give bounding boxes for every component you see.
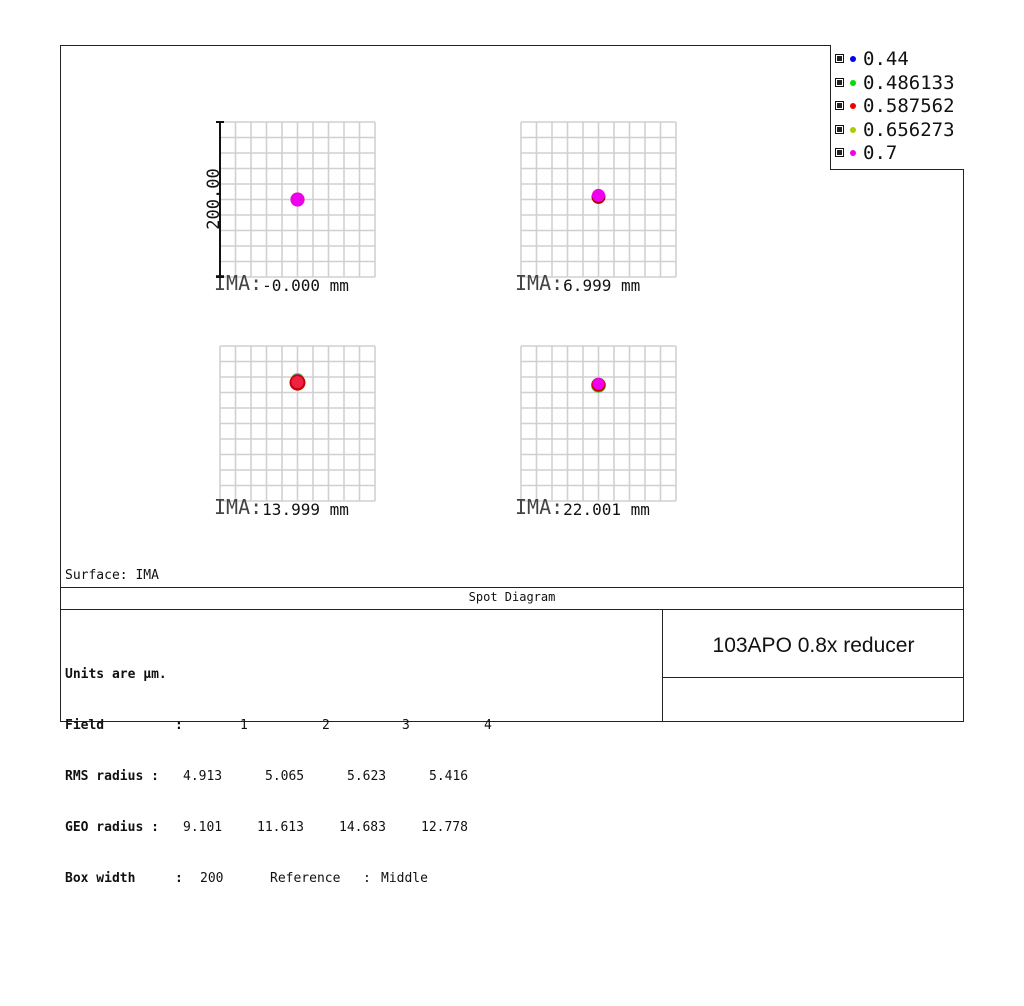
units-row: Units are µm. <box>65 666 167 683</box>
reference-label: Reference <box>270 871 341 886</box>
field-3-box <box>219 345 376 502</box>
field-2-box <box>520 121 677 278</box>
field-value-2: 2 <box>322 718 330 733</box>
reference-value: Middle <box>381 871 428 886</box>
divider-title-bottom <box>60 609 964 610</box>
legend-checkbox[interactable] <box>835 124 844 134</box>
box-width-label: Box width <box>65 871 136 886</box>
field-value-4: 4 <box>484 718 492 733</box>
rms-value-3: 5.623 <box>347 769 387 784</box>
rms-row: RMS radius : 4.913 5.065 5.623 5.416 <box>65 768 468 785</box>
rms-label: RMS radius : <box>65 769 159 784</box>
field-1-box <box>219 121 376 278</box>
legend-dot-icon <box>850 56 856 62</box>
rms-value-1: 4.913 <box>183 769 223 784</box>
legend-item[interactable]: 0.44 <box>835 48 965 71</box>
geo-label: GEO radius : <box>65 820 159 835</box>
rms-value-2: 5.065 <box>265 769 305 784</box>
box-width-separator: : <box>175 871 183 886</box>
field-4-ima-tag: IMA: <box>515 495 563 519</box>
field-2-ima-tag: IMA: <box>515 271 563 295</box>
scale-label: 200.00 <box>204 168 224 229</box>
legend-checkbox[interactable] <box>835 101 844 110</box>
field-1-value: -0.000 mm <box>262 276 349 295</box>
legend-dot-icon <box>850 103 856 109</box>
field-label: Field <box>65 718 105 733</box>
field-3-label: IMA:13.999 mm <box>214 495 349 519</box>
divider-title-top <box>60 587 964 588</box>
field-4-spot-3 <box>592 377 605 390</box>
legend: 0.44 0.486133 0.587562 0.656273 0.7 <box>830 45 964 170</box>
legend-dot-icon <box>850 150 856 156</box>
project-title: 103APO 0.8x reducer <box>712 634 915 657</box>
legend-label: 0.44 <box>863 48 909 70</box>
field-value-1: 1 <box>240 718 248 733</box>
divider-info-vertical <box>662 609 663 722</box>
legend-label: 0.656273 <box>863 118 955 141</box>
field-1-spot-2 <box>290 192 305 207</box>
units-line: Units are µm. <box>65 667 167 682</box>
field-4-box <box>520 345 677 502</box>
legend-checkbox[interactable] <box>835 54 844 63</box>
geo-value-1: 9.101 <box>183 820 223 835</box>
legend-dot-icon <box>850 126 856 133</box>
field-3-ima-tag: IMA: <box>214 495 262 519</box>
legend-item[interactable]: 0.7 <box>835 142 965 165</box>
field-value-3: 3 <box>402 718 410 733</box>
field-4-label: IMA:22.001 mm <box>515 495 650 519</box>
field-3-spot-4 <box>291 376 304 389</box>
field-4-value: 22.001 mm <box>563 500 650 519</box>
geo-value-2: 11.613 <box>257 820 304 835</box>
legend-item[interactable]: 0.587562 <box>835 95 965 118</box>
surface-label: Surface: IMA <box>65 568 159 583</box>
field-2-label: IMA:6.999 mm <box>515 271 640 295</box>
legend-checkbox[interactable] <box>835 148 844 157</box>
field-1-ima-tag: IMA: <box>214 271 262 295</box>
plot-frame <box>60 45 964 722</box>
info-panel: Units are µm. Field : 1 2 3 4 RMS radius… <box>65 632 492 904</box>
geo-row: GEO radius : 9.101 11.613 14.683 12.778 <box>65 819 468 836</box>
legend-dot-icon <box>850 79 856 86</box>
rms-value-4: 5.416 <box>429 769 469 784</box>
reference-separator: : <box>363 871 371 886</box>
geo-value-4: 12.778 <box>421 820 468 835</box>
legend-item[interactable]: 0.486133 <box>835 72 965 95</box>
field-separator: : <box>175 718 183 733</box>
divider-project-bottom <box>662 677 964 678</box>
field-row: Field : 1 2 3 4 <box>65 717 492 734</box>
legend-item[interactable]: 0.656273 <box>835 119 965 142</box>
box-row: Box width : 200 Reference : Middle <box>65 870 428 887</box>
box-width-value: 200 <box>200 871 224 886</box>
field-2-value: 6.999 mm <box>563 276 640 295</box>
legend-label: 0.587562 <box>863 95 955 117</box>
field-2-spot-2 <box>592 188 605 202</box>
legend-label: 0.486133 <box>863 71 955 94</box>
plot-title: Spot Diagram <box>468 590 556 604</box>
legend-label: 0.7 <box>863 142 898 164</box>
legend-checkbox[interactable] <box>835 77 844 87</box>
field-3-value: 13.999 mm <box>262 500 349 519</box>
field-1-label: IMA:-0.000 mm <box>214 271 349 295</box>
geo-value-3: 14.683 <box>339 820 386 835</box>
